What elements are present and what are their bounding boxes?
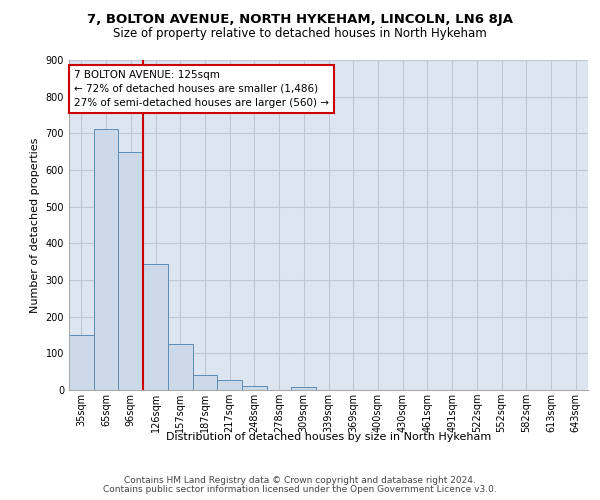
Y-axis label: Number of detached properties: Number of detached properties — [30, 138, 40, 312]
Text: 7, BOLTON AVENUE, NORTH HYKEHAM, LINCOLN, LN6 8JA: 7, BOLTON AVENUE, NORTH HYKEHAM, LINCOLN… — [87, 12, 513, 26]
Bar — [217, 380, 242, 390]
Text: Size of property relative to detached houses in North Hykeham: Size of property relative to detached ho… — [113, 28, 487, 40]
Bar — [292, 387, 316, 390]
Bar — [118, 152, 143, 390]
Text: Distribution of detached houses by size in North Hykeham: Distribution of detached houses by size … — [166, 432, 491, 442]
Bar — [168, 344, 193, 390]
Bar — [193, 376, 217, 390]
Bar — [143, 264, 168, 390]
Bar — [242, 386, 267, 390]
Text: Contains HM Land Registry data © Crown copyright and database right 2024.: Contains HM Land Registry data © Crown c… — [124, 476, 476, 485]
Text: 7 BOLTON AVENUE: 125sqm
← 72% of detached houses are smaller (1,486)
27% of semi: 7 BOLTON AVENUE: 125sqm ← 72% of detache… — [74, 70, 329, 108]
Bar — [94, 129, 118, 390]
Bar — [69, 335, 94, 390]
Text: Contains public sector information licensed under the Open Government Licence v3: Contains public sector information licen… — [103, 485, 497, 494]
